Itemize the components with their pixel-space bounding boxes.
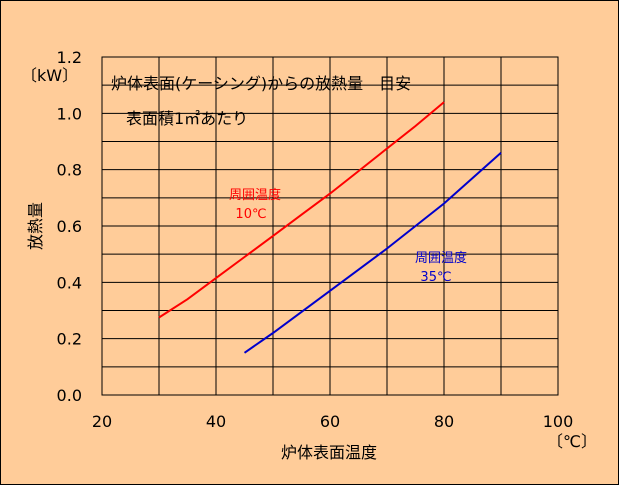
plot-border — [101, 56, 559, 396]
y-axis-ticks: 0.0 0.2 0.4 0.6 0.8 1.0 1.2 — [57, 48, 82, 405]
x-tick-label: 20 — [92, 412, 112, 431]
y-tick-label: 0.8 — [57, 161, 82, 180]
series-label-10c-line2: 10℃ — [235, 207, 266, 222]
y-tick-label: 0.0 — [57, 386, 82, 405]
y-tick-label: 0.4 — [57, 273, 82, 292]
x-tick-label: 80 — [434, 412, 454, 431]
series-line-0 — [158, 101, 445, 319]
chart-subtitle: 表面積1㎡あたり — [126, 109, 248, 128]
x-tick-label: 100 — [543, 412, 574, 431]
y-axis-unit: 〔kW〕 — [21, 66, 78, 85]
y-tick-label: 0.6 — [57, 217, 82, 236]
y-axis-label: 放熱量 — [26, 202, 45, 250]
y-tick-label: 0.2 — [57, 330, 82, 349]
x-axis-label: 炉体表面温度 — [281, 443, 377, 462]
x-axis-unit: 〔℃〕 — [547, 432, 597, 451]
series-label-35c-line1: 周囲温度 — [415, 250, 467, 266]
series-label-35c-line2: 35℃ — [420, 270, 451, 285]
series-layer — [158, 101, 502, 354]
y-tick-label: 1.0 — [57, 104, 82, 123]
x-tick-label: 60 — [320, 412, 340, 431]
horizontal-gridlines — [102, 84, 558, 368]
chart-title: 炉体表面(ケーシング)からの放熱量 目安 — [111, 74, 411, 93]
x-tick-label: 40 — [206, 412, 226, 431]
x-axis-ticks: 20 40 60 80 100 — [92, 412, 573, 431]
y-tick-label: 1.2 — [57, 48, 82, 67]
series-label-10c-line1: 周囲温度 — [229, 187, 281, 203]
series-line-1 — [243, 152, 502, 354]
